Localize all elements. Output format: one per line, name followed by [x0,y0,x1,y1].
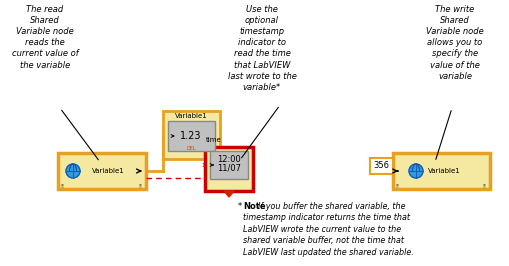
Text: *: * [238,202,242,211]
Text: !!: !! [138,184,142,189]
Text: !!: !! [395,184,399,189]
Bar [58,153,146,189]
Text: The write
Shared
Variable node
allows you to
specify the
value of the
variable: The write Shared Variable node allows yo… [426,5,484,81]
Text: Use the
optional
timestamp
indicator to
read the time
that LabVIEW
last wrote to: Use the optional timestamp indicator to … [228,5,296,92]
Text: !!: !! [482,184,486,189]
Text: Variable1: Variable1 [175,113,207,119]
Text: 356: 356 [373,161,389,171]
Circle shape [66,164,80,178]
Bar [393,153,490,189]
Polygon shape [224,191,234,197]
Text: !!: !! [60,184,64,189]
Text: 12:00: 12:00 [217,156,241,164]
Text: 1.23: 1.23 [180,131,202,141]
Circle shape [409,164,423,178]
Text: If you buffer the shared variable, the
timestamp indicator returns the time that: If you buffer the shared variable, the t… [243,202,414,257]
Text: Variable1: Variable1 [92,168,125,174]
Text: 11/07: 11/07 [217,164,241,172]
Bar [370,158,393,174]
Bar [205,147,253,191]
Bar [163,111,220,159]
Text: DEL: DEL [186,146,196,151]
Text: Note: Note [243,202,266,211]
Text: time: time [206,137,222,143]
Bar [210,151,248,179]
Text: Variable1: Variable1 [428,168,461,174]
Bar [168,121,215,151]
Text: The read
Shared
Variable node
reads the
current value of
the variable: The read Shared Variable node reads the … [12,5,78,69]
